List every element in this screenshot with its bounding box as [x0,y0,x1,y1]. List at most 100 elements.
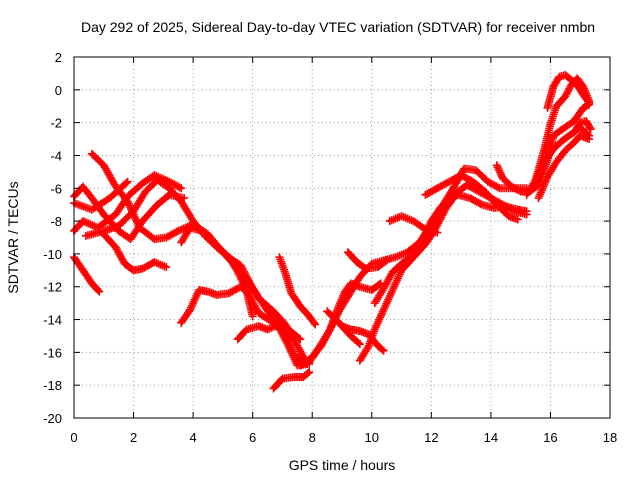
data-point [536,165,545,174]
series-arc11 [269,368,314,393]
series-arc10 [233,320,305,344]
x-tick-label: 16 [543,430,557,445]
data-point [88,221,97,230]
series-arc2 [70,253,104,296]
data-point [534,170,543,179]
data-point [95,287,104,296]
data-point [533,172,542,181]
data-point [150,171,159,180]
data-point [80,217,89,226]
data-point [326,325,335,334]
series-arc17 [338,322,364,349]
data-point [381,257,390,266]
x-tick-label: 4 [189,430,196,445]
series-arc12 [275,253,320,329]
x-tick-label: 2 [130,430,137,445]
x-axis-label: GPS time / hours [289,457,396,473]
data-point [328,319,337,328]
data-point [296,335,305,344]
data-point [84,219,93,228]
y-tick-label: -4 [50,148,62,163]
y-axis-label: SDTVAR / TECUs [5,181,21,293]
data-point [311,320,320,329]
data-point [379,346,388,355]
data-point [326,323,335,332]
data-point [585,98,594,107]
data-point [177,184,186,193]
y-tick-label: 2 [55,50,62,65]
y-tick-label: -14 [43,313,62,328]
y-tick-label: -8 [50,214,62,229]
data-point [536,167,545,176]
series-arc25 [543,71,594,112]
data-point [535,168,544,177]
data-markers [70,71,595,393]
y-tick-label: 0 [55,83,62,98]
x-tick-label: 0 [70,430,77,445]
series-arc27 [534,131,594,203]
axis-ticks: 0 2 4 6 8 10 12 14 16 18-20-18-16-14-12-10-8-6-4-… [43,50,617,445]
data-point [585,123,594,132]
data-point [494,183,503,192]
x-tick-label: 18 [603,430,617,445]
y-tick-label: -10 [43,247,62,262]
data-point [94,286,103,295]
y-tick-label: -18 [43,378,62,393]
data-point [531,176,540,185]
data-point [363,343,372,352]
data-point [305,368,314,377]
data-point [303,369,312,378]
data-point [405,254,413,263]
data-point [476,199,485,208]
data-point [586,125,595,134]
x-tick-label: 14 [484,430,498,445]
data-point [294,334,303,343]
data-point [123,177,132,186]
data-point [433,228,442,237]
data-point [514,186,523,195]
data-point [382,256,391,265]
y-tick-label: -16 [43,345,62,360]
data-point [162,263,171,272]
data-point [327,321,336,330]
data-point [585,135,594,144]
data-point [538,161,547,170]
data-point [78,217,87,226]
data-point [176,226,185,235]
series-arc7 [99,230,171,275]
x-tick-label: 10 [365,430,379,445]
y-tick-label: -2 [50,116,62,131]
data-point [82,218,91,227]
data-point [86,220,95,229]
series-arc21 [409,190,531,258]
series-arc5 [81,176,311,368]
data-point [122,179,131,188]
data-point [177,225,186,234]
data-point [532,174,541,183]
data-point [522,207,531,216]
series-arc28 [570,116,595,137]
chart-title: Day 292 of 2025, Sidereal Day-to-day VTE… [81,19,595,35]
x-tick-label: 8 [309,430,316,445]
x-tick-label: 12 [424,430,438,445]
data-point [378,345,387,354]
data-point [513,215,522,224]
data-point [354,338,363,347]
y-tick-label: -6 [50,181,62,196]
x-tick-label: 6 [249,430,256,445]
y-tick-label: -12 [43,280,62,295]
data-point [174,226,183,235]
data-point [179,224,188,233]
data-point [310,318,319,327]
y-tick-label: -20 [43,411,62,426]
data-point [355,340,364,349]
data-point [172,227,181,236]
data-point [583,97,592,106]
series-arc14 [305,164,531,367]
data-point [537,163,546,172]
data-point [175,183,184,192]
series-arc16 [343,248,391,273]
series-arc9 [177,282,257,327]
plot-frame [73,56,611,419]
